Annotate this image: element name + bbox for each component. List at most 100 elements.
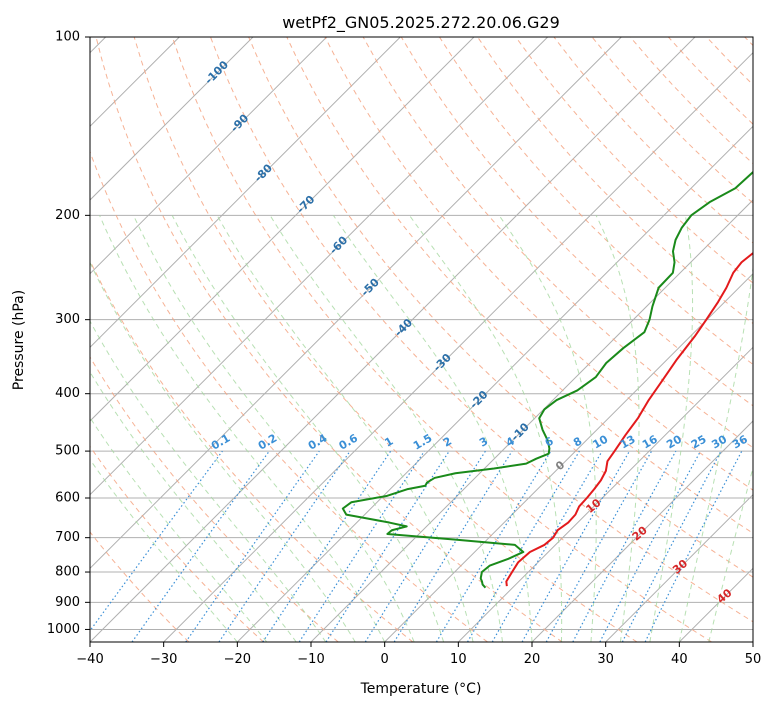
y-tick-label: 300	[55, 312, 80, 327]
isotherm-line	[90, 37, 328, 275]
dry-adiabat-line	[90, 445, 264, 642]
isotherm-line	[384, 272, 753, 642]
isotherm-line	[752, 641, 753, 642]
mixing-ratio-label: 25	[689, 433, 709, 452]
dry-adiabat-line	[400, 37, 753, 407]
plot-frame	[89, 36, 754, 643]
mixing-ratio-label: 1	[382, 435, 395, 450]
chart-title: wetPf2_GN05.2025.272.20.06.G29	[282, 13, 560, 33]
dry-adiabat-line	[90, 150, 488, 642]
mixing-ratio-label: 36	[730, 432, 750, 451]
axes: −40 −30 −20 −10 0 10 20 30 40 5010020030040050060…	[47, 30, 761, 668]
x-tick-label: −40	[76, 652, 103, 667]
x-tick-label: −30	[150, 652, 177, 667]
mixing-ratio-label: 16	[640, 432, 660, 451]
dry-adiabat-line	[439, 37, 753, 366]
y-tick-label: 400	[55, 386, 80, 401]
x-tick-label: 10	[450, 652, 467, 667]
mixing-ratio-label: 3	[477, 435, 490, 450]
dry-adiabat-line	[744, 37, 753, 47]
y-tick-label: 500	[55, 444, 80, 459]
mixing-ratio-label: 20	[664, 432, 684, 451]
dry-adiabat-line	[90, 531, 190, 642]
isotherm-line	[457, 346, 753, 642]
isotherm-line	[310, 199, 753, 642]
moist-adiabat-line	[409, 215, 563, 642]
dry-adiabat-line	[668, 37, 753, 125]
mixing-ratio-line	[545, 450, 653, 642]
moist-adiabat-line	[498, 215, 597, 642]
mixing-ratio-line	[131, 450, 270, 642]
x-tick-label: 40	[671, 652, 688, 667]
mixing-ratio-label: 30	[709, 432, 729, 451]
x-tick-label: 50	[745, 652, 762, 667]
moist-adiabat-line	[90, 416, 268, 642]
x-tick-label: 0	[381, 652, 389, 667]
moist-adiabat-line	[332, 215, 533, 642]
dry-adiabat-line	[248, 37, 753, 578]
dry-adiabat-line	[591, 37, 753, 204]
y-tick-label: 600	[55, 491, 80, 506]
mixing-ratio-label: 0.1	[209, 432, 232, 453]
isotherm-line	[531, 420, 753, 642]
dry-adiabat-line	[90, 259, 414, 642]
moist-adiabat-line	[133, 215, 415, 642]
dry-adiabat-line	[133, 37, 638, 642]
mixing-ratio-line	[90, 450, 223, 632]
moist-adiabat-line	[99, 215, 386, 642]
mixing-ratio-label: 6	[543, 434, 556, 449]
dry-adiabat-line	[515, 37, 753, 284]
mixing-ratio-label: 13	[618, 433, 638, 452]
dewpoint-profile-line	[341, 170, 753, 589]
isotherm-line	[605, 493, 753, 642]
moist-adiabat-line	[678, 264, 753, 642]
isotherm-line	[90, 37, 549, 496]
mixing-ratio-label: 1.5	[411, 432, 434, 453]
isotherm-line	[90, 37, 254, 201]
mixing-ratio-line	[325, 450, 450, 642]
moist-adiabat-line	[708, 465, 753, 642]
horizontal-grid	[90, 36, 753, 630]
moist-adiabat-line	[171, 215, 445, 642]
dry-adiabat-line	[95, 37, 563, 642]
isotherm-line	[163, 51, 753, 642]
moist-adiabat-line	[90, 320, 327, 642]
isotherm-line	[90, 37, 622, 570]
mixing-ratio-label: 0.4	[306, 431, 330, 452]
isotherm-line	[678, 567, 753, 642]
x-tick-label: 30	[597, 652, 614, 667]
dry-adiabat-line	[286, 37, 753, 534]
moist-adiabat-line	[90, 261, 356, 642]
y-tick-label: 900	[55, 595, 80, 610]
mixing-ratio-line	[298, 450, 425, 642]
isotherm-line	[90, 37, 401, 349]
moist-adiabat-line	[269, 215, 504, 642]
y-tick-label: 1000	[47, 622, 80, 637]
x-tick-label: −10	[297, 652, 324, 667]
mixing-ratio-label: 0.2	[256, 432, 279, 453]
mixing-ratio-line	[644, 450, 743, 642]
mixing-ratio-label: 8	[571, 435, 584, 450]
y-tick-label: 800	[55, 565, 80, 580]
mixing-ratio-line	[393, 450, 513, 642]
skewed-isotherms	[90, 37, 753, 642]
moist-adiabat-line	[216, 215, 474, 642]
y-tick-label: 700	[55, 530, 80, 545]
moist-adiabats	[90, 215, 753, 642]
mixing-ratio-line	[262, 450, 392, 642]
moist-adiabat-line	[90, 371, 297, 642]
dry-adiabat-line	[171, 37, 712, 642]
dry-adiabats	[90, 37, 753, 642]
dry-adiabat-line	[210, 37, 753, 623]
temperature-profile-line	[505, 252, 753, 587]
dry-adiabat-line	[706, 37, 753, 86]
mixing-ratio-line	[521, 450, 631, 642]
moist-adiabat-line	[649, 215, 694, 642]
y-tick-label: 200	[55, 208, 80, 223]
mixing-ratio-line	[572, 450, 677, 642]
dry-adiabat-line	[90, 356, 339, 642]
isotherm-line	[90, 37, 475, 422]
x-axis-label: Temperature (°C)	[360, 681, 482, 697]
mixing-ratio-line	[218, 450, 351, 642]
